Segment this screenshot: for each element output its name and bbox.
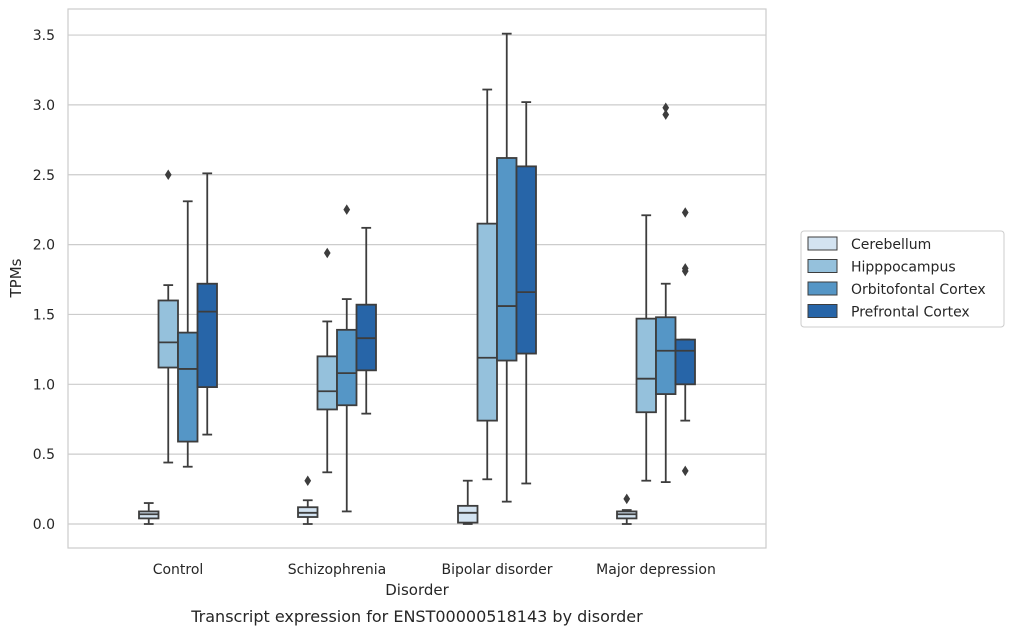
box-iqr xyxy=(515,165,537,355)
legend-swatch xyxy=(807,236,838,251)
y-tick-label: 2.5 xyxy=(33,168,55,184)
box-iqr xyxy=(457,504,479,524)
y-tick-label: 1.5 xyxy=(33,307,55,323)
box-3-0 xyxy=(616,493,638,525)
box-0-1 xyxy=(157,169,179,464)
box-iqr xyxy=(655,316,677,395)
y-tick-label: 0.0 xyxy=(33,517,55,533)
box-iqr xyxy=(316,355,338,411)
outlier-point xyxy=(304,475,312,486)
box-iqr xyxy=(177,331,199,443)
legend-label: Hipppocampus xyxy=(851,260,956,276)
box-2-0 xyxy=(457,479,479,525)
legend-swatch xyxy=(807,259,838,273)
box-iqr xyxy=(157,299,179,369)
box-iqr xyxy=(635,317,657,414)
y-tick-label: 3.5 xyxy=(33,28,55,44)
legend-label: Orbitofontal Cortex xyxy=(851,282,986,298)
legend-label: Prefrontal Cortex xyxy=(851,305,970,321)
legend: Cerebellum Hipppocampus Orbitofontal Corte… xyxy=(800,230,1005,328)
box-iqr xyxy=(476,222,498,422)
legend-label: Cerebellum xyxy=(851,237,931,253)
box-0-3 xyxy=(196,172,218,436)
box-2-2 xyxy=(496,32,518,503)
legend-swatch xyxy=(807,281,838,296)
y-tick-label: 1.0 xyxy=(33,377,55,393)
box-iqr xyxy=(496,157,518,362)
y-tick-labels: 0.0 0.5 1.0 1.5 2.0 2.5 3.0 3.5 xyxy=(33,28,55,533)
boxes xyxy=(138,32,696,525)
outlier-point xyxy=(681,465,689,477)
outlier-point xyxy=(681,263,689,274)
box-3-1 xyxy=(635,214,657,482)
outlier-point xyxy=(323,247,331,259)
box-1-0 xyxy=(297,475,319,525)
box-iqr xyxy=(336,328,358,407)
x-tick-label: Major depression xyxy=(596,562,716,578)
x-tick-label: Bipolar disorder xyxy=(441,562,552,578)
outlier-point xyxy=(662,109,670,120)
figure-caption: Transcript expression for ENST0000051814… xyxy=(190,607,643,626)
box-2-3 xyxy=(515,101,537,485)
x-tick-labels: Control Schizophrenia Bipolar disorder Majo… xyxy=(153,562,716,578)
plot-background xyxy=(68,9,766,548)
outlier-point xyxy=(623,493,631,505)
y-tick-label: 0.5 xyxy=(33,447,55,463)
box-3-2 xyxy=(655,102,677,483)
legend-swatch xyxy=(807,304,838,318)
outlier-point xyxy=(343,204,351,215)
x-tick-label: Control xyxy=(153,562,204,578)
box-1-1 xyxy=(316,247,338,474)
x-axis-label: Disorder xyxy=(385,581,449,599)
outlier-point xyxy=(662,102,670,113)
y-tick-label: 2.0 xyxy=(33,238,55,254)
plot-frame xyxy=(67,8,767,549)
box-iqr xyxy=(674,338,696,386)
box-0-0 xyxy=(138,502,160,525)
outlier-point xyxy=(164,169,172,180)
box-1-3 xyxy=(355,226,377,415)
x-tick-label: Schizophrenia xyxy=(288,562,386,578)
y-axis-label: TPMs xyxy=(7,258,25,298)
y-tick-label: 3.0 xyxy=(33,98,55,114)
box-iqr xyxy=(196,282,218,388)
box-3-3 xyxy=(674,207,696,477)
legend-frame xyxy=(800,230,1005,328)
outlier-point xyxy=(681,207,689,218)
